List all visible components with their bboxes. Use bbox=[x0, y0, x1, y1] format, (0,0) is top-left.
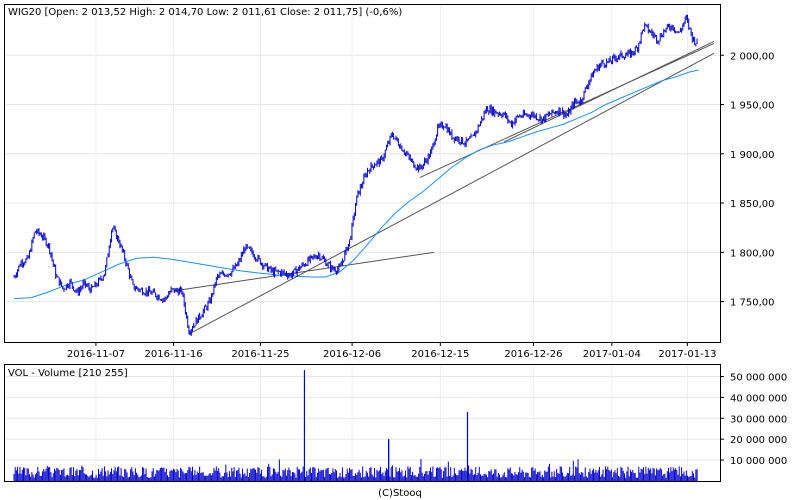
volume-axis-ticks: 10 000 000 20 000 000 30 000 000 40 000 000… bbox=[720, 372, 787, 467]
date-tick-label: 2017-01-13 bbox=[658, 349, 716, 360]
date-tick-label: 2016-12-06 bbox=[323, 349, 381, 360]
price-tick-label: 1 750,00 bbox=[730, 298, 775, 309]
price-tick-label: 1 900,00 bbox=[730, 150, 775, 161]
price-axis-ticks: 1 750,00 1 800,00 1 850,00 1 900,00 1 950,00… bbox=[720, 51, 775, 309]
trend-line bbox=[419, 42, 715, 178]
price-panel-title: WIG20 [Open: 2 013,52 High: 2 014,70 Low… bbox=[8, 7, 402, 18]
date-axis-ticks: 2016-11-07 2016-11-16 2016-11-25 2016-12-06… bbox=[67, 342, 716, 360]
date-tick-label: 2016-12-15 bbox=[411, 349, 469, 360]
volume-grid bbox=[5, 365, 720, 481]
volume-panel-frame bbox=[4, 364, 721, 482]
trend-lines bbox=[167, 41, 715, 335]
price-tick-label: 1 950,00 bbox=[730, 101, 775, 112]
date-tick-label: 2016-12-26 bbox=[504, 349, 562, 360]
trend-line bbox=[167, 251, 435, 293]
volume-tick-label: 30 000 000 bbox=[730, 414, 787, 425]
price-tick-label: 2 000,00 bbox=[730, 51, 775, 62]
volume-tick-label: 40 000 000 bbox=[730, 393, 787, 404]
volume-tick-label: 20 000 000 bbox=[730, 435, 787, 446]
moving-average-line bbox=[13, 69, 699, 300]
date-tick-label: 2017-01-04 bbox=[583, 349, 641, 360]
date-tick-label: 2016-11-16 bbox=[145, 349, 203, 360]
date-tick-label: 2016-11-07 bbox=[67, 349, 125, 360]
price-tick-label: 1 800,00 bbox=[730, 248, 775, 259]
volume-tick-label: 50 000 000 bbox=[730, 372, 787, 383]
price-candles bbox=[13, 14, 698, 336]
date-tick-label: 2016-11-25 bbox=[231, 349, 289, 360]
trend-line bbox=[188, 52, 715, 335]
price-panel-frame bbox=[4, 4, 721, 343]
trend-line bbox=[503, 41, 715, 143]
volume-panel-title: VOL - Volume [210 255] bbox=[8, 368, 128, 379]
price-tick-label: 1 850,00 bbox=[730, 199, 775, 210]
copyright-footer: (C)Stooq bbox=[378, 488, 422, 499]
volume-tick-label: 10 000 000 bbox=[730, 456, 787, 467]
volume-bars bbox=[13, 370, 698, 481]
